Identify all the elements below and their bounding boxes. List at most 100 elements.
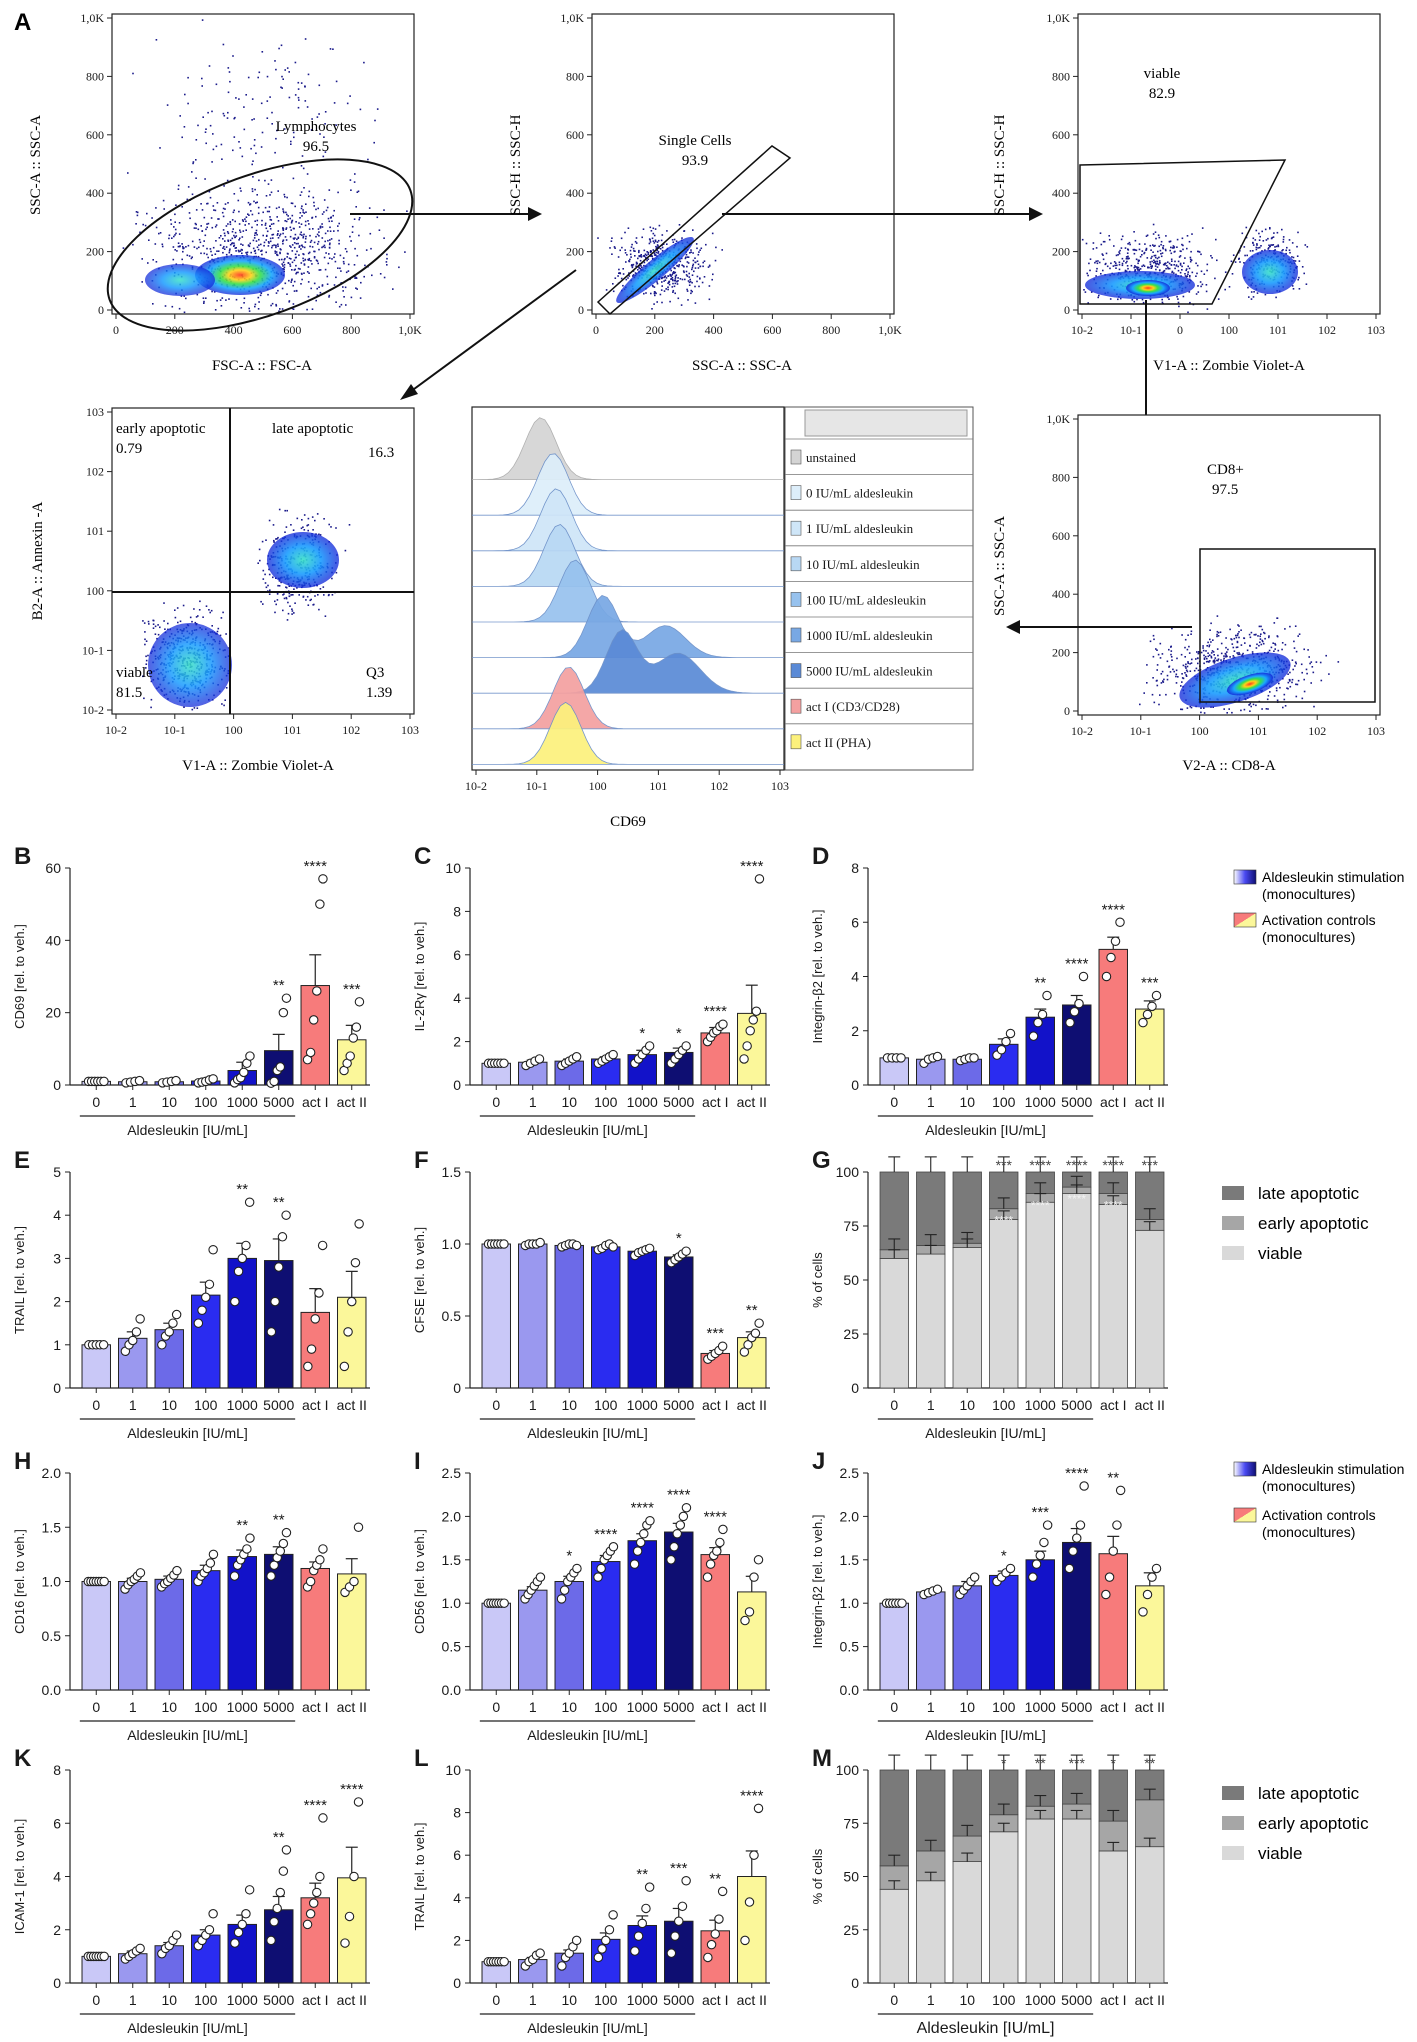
- event-dot: [311, 246, 314, 248]
- significance-label: ****: [1065, 1465, 1089, 1482]
- event-dot: [661, 277, 663, 280]
- x-tick-label: 100: [594, 1699, 618, 1715]
- event-dot: [1113, 261, 1116, 263]
- event-dot: [1085, 242, 1088, 245]
- event-dot: [1203, 273, 1206, 275]
- event-dot: [265, 227, 268, 230]
- event-dot: [703, 276, 706, 278]
- quadrant-label: early apoptotic: [116, 421, 206, 437]
- event-dot: [319, 225, 322, 228]
- event-dot: [257, 296, 260, 299]
- event-dot: [1196, 657, 1199, 659]
- significance-label: ****: [1031, 1199, 1050, 1213]
- event-dot: [1214, 277, 1216, 280]
- significance-label: **: [273, 977, 285, 994]
- event-dot: [233, 136, 236, 138]
- event-dot: [1216, 635, 1218, 638]
- event-dot: [1203, 707, 1205, 709]
- event-dot: [621, 246, 623, 249]
- event-dot: [127, 172, 129, 174]
- event-dot: [359, 108, 362, 111]
- event-dot: [659, 293, 662, 296]
- event-dot: [309, 599, 311, 602]
- event-dot: [1282, 236, 1285, 238]
- event-dot: [261, 51, 264, 53]
- event-dot: [658, 224, 661, 227]
- event-dot: [224, 234, 226, 237]
- event-dot: [308, 228, 311, 230]
- event-dot: [293, 246, 296, 249]
- event-dot: [207, 256, 209, 259]
- event-dot: [339, 254, 342, 257]
- event-dot: [1130, 264, 1133, 267]
- event-dot: [280, 86, 282, 89]
- event-dot: [264, 206, 267, 209]
- event-dot: [1179, 262, 1182, 265]
- event-dot: [1282, 238, 1285, 241]
- event-dot: [262, 603, 264, 605]
- legend-label: 5000 IU/mL aldesleukin: [806, 664, 933, 679]
- y-axis-label: SSC-H :: SSC-H: [992, 114, 1008, 215]
- x-tick-label: 10-1: [526, 779, 548, 793]
- event-dot: [1296, 683, 1299, 686]
- event-dot: [654, 239, 657, 242]
- event-dot: [315, 259, 318, 261]
- event-dot: [1244, 642, 1246, 644]
- event-dot: [677, 277, 679, 279]
- event-dot: [291, 307, 294, 310]
- event-dot: [300, 82, 303, 84]
- event-dot: [222, 238, 224, 240]
- event-dot: [308, 195, 310, 198]
- event-dot: [210, 217, 213, 219]
- event-dot: [284, 257, 286, 260]
- data-point: [1028, 1572, 1038, 1582]
- event-dot: [682, 265, 685, 267]
- event-dot: [1098, 294, 1100, 297]
- event-dot: [288, 257, 291, 260]
- event-dot: [271, 302, 274, 305]
- event-dot: [275, 246, 277, 249]
- event-dot: [208, 65, 211, 67]
- event-dot: [229, 221, 232, 223]
- event-dot: [1189, 275, 1191, 277]
- event-dot: [1170, 258, 1173, 261]
- event-dot: [181, 258, 183, 261]
- event-dot: [290, 279, 293, 282]
- event-dot: [681, 264, 683, 266]
- event-dot: [1210, 656, 1213, 659]
- event-dot: [1261, 250, 1263, 252]
- event-dot: [1259, 638, 1262, 640]
- event-dot: [1197, 651, 1200, 653]
- event-dot: [151, 217, 153, 219]
- event-dot: [667, 288, 669, 291]
- event-dot: [1222, 659, 1225, 662]
- event-dot: [692, 265, 694, 267]
- event-dot: [1225, 654, 1227, 657]
- event-dot: [173, 235, 175, 238]
- significance-label: **: [746, 1302, 758, 1319]
- event-dot: [1292, 256, 1295, 259]
- event-dot: [205, 142, 207, 145]
- event-dot: [167, 622, 169, 625]
- event-dot: [1121, 235, 1124, 238]
- x-tick-label: 100: [194, 1094, 218, 1110]
- event-dot: [195, 177, 197, 179]
- event-dot: [275, 303, 277, 306]
- event-dot: [638, 251, 640, 254]
- event-dot: [154, 243, 157, 245]
- bar: [191, 1570, 221, 1691]
- x-tick-label: 0: [890, 1699, 898, 1715]
- event-dot: [1096, 267, 1098, 270]
- significance-label: **: [236, 1517, 248, 1534]
- event-dot: [677, 280, 679, 282]
- event-dot: [145, 640, 148, 642]
- x-tick-label: 5000: [663, 1094, 694, 1110]
- event-dot: [1303, 272, 1305, 275]
- event-dot: [667, 286, 669, 288]
- x-tick-label: 10: [161, 1699, 177, 1715]
- event-dot: [1110, 262, 1112, 265]
- event-dot: [1155, 648, 1157, 650]
- event-dot: [310, 287, 312, 290]
- event-dot: [239, 237, 241, 240]
